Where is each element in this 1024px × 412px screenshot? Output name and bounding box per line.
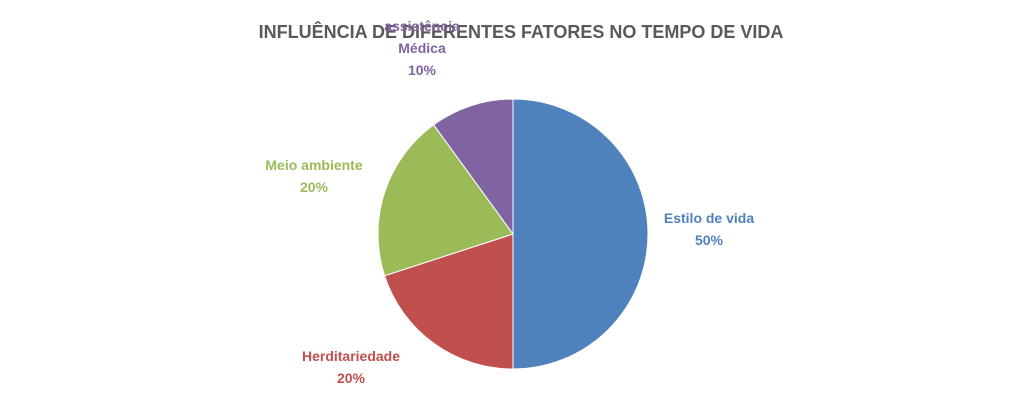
slice-label-2: Meio ambiente 20%: [265, 157, 362, 195]
slice-category-label: assistência: [384, 18, 460, 34]
slice-category-label: Herditariedade: [302, 348, 400, 364]
slice-value-label: 20%: [300, 179, 329, 195]
slice-value-label: 10%: [408, 62, 437, 78]
slice-label-3: assistência Médica 10%: [384, 18, 460, 78]
pie-slice-0: [512, 98, 649, 370]
slice-category-label: Estilo de vida: [664, 210, 754, 226]
slice-label-0: Estilo de vida 50%: [664, 210, 754, 248]
pie-slices: [377, 98, 649, 370]
pie-slice-3: [432, 98, 514, 236]
slice-value-label: 50%: [695, 232, 724, 248]
slice-label-1: Herditariedade 20%: [302, 348, 400, 386]
slice-category-label: Meio ambiente: [265, 157, 362, 173]
chart-title: INFLUÊNCIA DE DIFERENTES FATORES NO TEMP…: [259, 21, 784, 42]
slice-category-label: Médica: [398, 40, 446, 56]
slice-value-label: 20%: [337, 370, 366, 386]
pie-slice-1: [383, 233, 514, 370]
pie-slice-2: [377, 124, 514, 277]
